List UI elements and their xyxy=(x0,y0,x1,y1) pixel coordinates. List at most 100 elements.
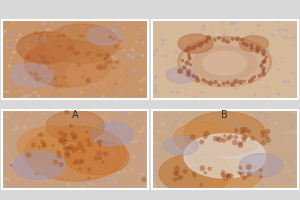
Point xyxy=(7,46,11,50)
Point xyxy=(236,77,241,80)
Point xyxy=(241,23,245,26)
Point xyxy=(75,45,80,48)
Point xyxy=(98,157,103,160)
Point xyxy=(125,72,130,75)
Point xyxy=(152,90,157,93)
Point xyxy=(214,55,219,58)
Point xyxy=(174,119,178,123)
Point xyxy=(5,116,10,119)
Point xyxy=(112,74,117,77)
Point xyxy=(250,32,255,35)
Point xyxy=(60,138,65,141)
Point xyxy=(54,146,58,149)
Point xyxy=(174,50,179,54)
Point xyxy=(109,176,114,180)
Point xyxy=(240,38,244,41)
Point xyxy=(204,80,209,84)
Point xyxy=(169,89,174,92)
Point xyxy=(207,146,212,149)
Point xyxy=(228,70,233,73)
Point xyxy=(115,96,119,100)
Point xyxy=(175,147,180,150)
Point xyxy=(14,126,19,129)
Point xyxy=(185,147,190,150)
Point xyxy=(233,80,238,83)
Point xyxy=(48,86,53,89)
Point xyxy=(85,116,90,119)
Circle shape xyxy=(184,112,266,156)
Point xyxy=(283,132,288,135)
Point xyxy=(14,162,18,166)
Point xyxy=(295,46,300,49)
Point xyxy=(267,131,272,134)
Point xyxy=(41,22,46,25)
Point xyxy=(219,131,224,134)
Point xyxy=(85,79,90,82)
Point xyxy=(115,109,119,112)
Point xyxy=(251,20,256,23)
Point xyxy=(76,34,81,37)
Point xyxy=(98,140,102,143)
Point xyxy=(11,154,15,157)
Point xyxy=(86,120,91,123)
Point xyxy=(141,126,146,129)
Point xyxy=(93,124,98,127)
Point xyxy=(219,21,224,24)
Point xyxy=(173,148,178,151)
Point xyxy=(91,183,96,186)
Point xyxy=(212,134,217,137)
Circle shape xyxy=(46,24,119,63)
Point xyxy=(82,144,87,148)
Point xyxy=(257,74,262,77)
Point xyxy=(34,31,39,34)
Point xyxy=(117,124,122,127)
Point xyxy=(244,145,248,148)
Point xyxy=(8,64,12,67)
Point xyxy=(89,54,94,57)
Point xyxy=(280,177,285,181)
Point xyxy=(189,66,194,69)
Point xyxy=(49,116,54,120)
Point xyxy=(141,35,146,38)
Point xyxy=(267,113,272,116)
Point xyxy=(10,46,14,49)
Point xyxy=(256,85,260,88)
Circle shape xyxy=(178,34,213,53)
Point xyxy=(175,91,180,94)
Point xyxy=(111,29,116,32)
Point xyxy=(92,60,97,63)
Point xyxy=(191,74,196,78)
Point xyxy=(37,41,41,44)
Circle shape xyxy=(46,110,104,142)
Point xyxy=(64,114,69,117)
Point xyxy=(126,151,130,154)
Point xyxy=(60,61,64,64)
Point xyxy=(251,80,256,83)
Point xyxy=(266,49,271,52)
Point xyxy=(89,183,94,186)
Point xyxy=(264,113,269,116)
Point xyxy=(118,47,122,50)
Point xyxy=(67,49,71,53)
Point xyxy=(191,49,196,52)
Point xyxy=(261,70,266,73)
Point xyxy=(220,163,225,167)
Point xyxy=(261,53,266,56)
Point xyxy=(271,165,276,168)
Point xyxy=(73,49,78,52)
Point xyxy=(13,75,18,78)
Point xyxy=(111,42,116,45)
Point xyxy=(114,45,118,48)
Point xyxy=(265,85,269,88)
Point xyxy=(266,95,271,98)
Point xyxy=(36,53,41,56)
Point xyxy=(79,135,84,138)
Point xyxy=(67,147,71,150)
Point xyxy=(37,137,42,140)
Point xyxy=(77,128,82,131)
Point xyxy=(71,88,76,91)
Point xyxy=(183,66,188,69)
Point xyxy=(113,58,118,61)
Point xyxy=(106,42,111,45)
Point xyxy=(201,28,206,31)
